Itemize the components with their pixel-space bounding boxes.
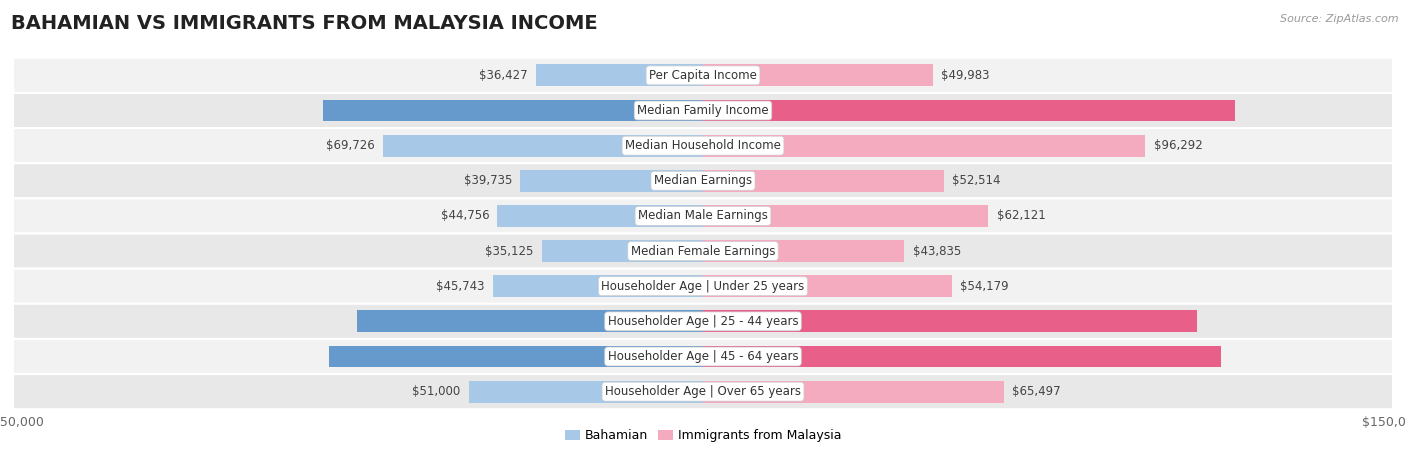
- Text: BAHAMIAN VS IMMIGRANTS FROM MALAYSIA INCOME: BAHAMIAN VS IMMIGRANTS FROM MALAYSIA INC…: [11, 14, 598, 33]
- Text: Median Male Earnings: Median Male Earnings: [638, 209, 768, 222]
- Text: $81,369: $81,369: [648, 350, 696, 363]
- Text: Householder Age | 45 - 64 years: Householder Age | 45 - 64 years: [607, 350, 799, 363]
- Text: $49,983: $49,983: [941, 69, 990, 82]
- Text: $69,726: $69,726: [326, 139, 374, 152]
- FancyBboxPatch shape: [0, 374, 1406, 409]
- Bar: [703, 276, 952, 297]
- FancyBboxPatch shape: [0, 304, 1406, 339]
- FancyBboxPatch shape: [0, 58, 1406, 93]
- Bar: [703, 346, 1220, 368]
- Bar: [703, 99, 1236, 121]
- Text: $52,514: $52,514: [952, 174, 1001, 187]
- Text: Median Female Earnings: Median Female Earnings: [631, 245, 775, 258]
- Text: $65,497: $65,497: [1012, 385, 1060, 398]
- Bar: [382, 135, 703, 156]
- Bar: [541, 240, 703, 262]
- Text: $96,292: $96,292: [1153, 139, 1202, 152]
- FancyBboxPatch shape: [0, 93, 1406, 128]
- Text: $36,427: $36,427: [479, 69, 527, 82]
- Text: $82,631: $82,631: [648, 104, 696, 117]
- Text: Householder Age | 25 - 44 years: Householder Age | 25 - 44 years: [607, 315, 799, 328]
- Bar: [494, 276, 703, 297]
- Text: $115,880: $115,880: [710, 104, 766, 117]
- Text: $35,125: $35,125: [485, 245, 533, 258]
- FancyBboxPatch shape: [0, 128, 1406, 163]
- Text: $45,743: $45,743: [436, 280, 485, 293]
- Bar: [323, 99, 703, 121]
- Bar: [520, 170, 703, 191]
- Bar: [329, 346, 703, 368]
- Text: $75,395: $75,395: [648, 315, 696, 328]
- Text: Median Earnings: Median Earnings: [654, 174, 752, 187]
- FancyBboxPatch shape: [0, 339, 1406, 374]
- Text: $112,796: $112,796: [710, 350, 766, 363]
- Bar: [468, 381, 703, 403]
- Bar: [703, 135, 1146, 156]
- FancyBboxPatch shape: [0, 234, 1406, 269]
- Text: $107,650: $107,650: [710, 315, 766, 328]
- Text: Median Household Income: Median Household Income: [626, 139, 780, 152]
- Text: Householder Age | Over 65 years: Householder Age | Over 65 years: [605, 385, 801, 398]
- Text: Householder Age | Under 25 years: Householder Age | Under 25 years: [602, 280, 804, 293]
- Text: $62,121: $62,121: [997, 209, 1045, 222]
- Text: Source: ZipAtlas.com: Source: ZipAtlas.com: [1281, 14, 1399, 24]
- Bar: [357, 311, 703, 332]
- Bar: [536, 64, 703, 86]
- Text: $43,835: $43,835: [912, 245, 960, 258]
- Bar: [703, 381, 1004, 403]
- Text: $44,756: $44,756: [440, 209, 489, 222]
- Bar: [703, 170, 945, 191]
- Bar: [703, 240, 904, 262]
- Bar: [703, 311, 1198, 332]
- FancyBboxPatch shape: [0, 163, 1406, 198]
- Text: Median Family Income: Median Family Income: [637, 104, 769, 117]
- Bar: [703, 205, 988, 227]
- Legend: Bahamian, Immigrants from Malaysia: Bahamian, Immigrants from Malaysia: [560, 425, 846, 447]
- Text: $54,179: $54,179: [960, 280, 1008, 293]
- FancyBboxPatch shape: [0, 269, 1406, 304]
- Text: Per Capita Income: Per Capita Income: [650, 69, 756, 82]
- Bar: [498, 205, 703, 227]
- FancyBboxPatch shape: [0, 198, 1406, 234]
- Bar: [703, 64, 932, 86]
- Text: $39,735: $39,735: [464, 174, 512, 187]
- Text: $51,000: $51,000: [412, 385, 461, 398]
